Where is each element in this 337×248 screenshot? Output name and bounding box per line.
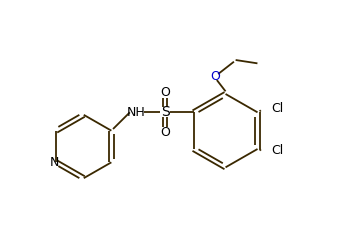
Text: O: O bbox=[160, 86, 170, 99]
Text: NH: NH bbox=[127, 106, 146, 119]
Text: Cl: Cl bbox=[272, 102, 284, 115]
Text: O: O bbox=[211, 70, 220, 83]
Text: S: S bbox=[161, 105, 170, 119]
Text: O: O bbox=[160, 126, 170, 139]
Text: Cl: Cl bbox=[272, 144, 284, 157]
Text: N: N bbox=[50, 156, 59, 169]
